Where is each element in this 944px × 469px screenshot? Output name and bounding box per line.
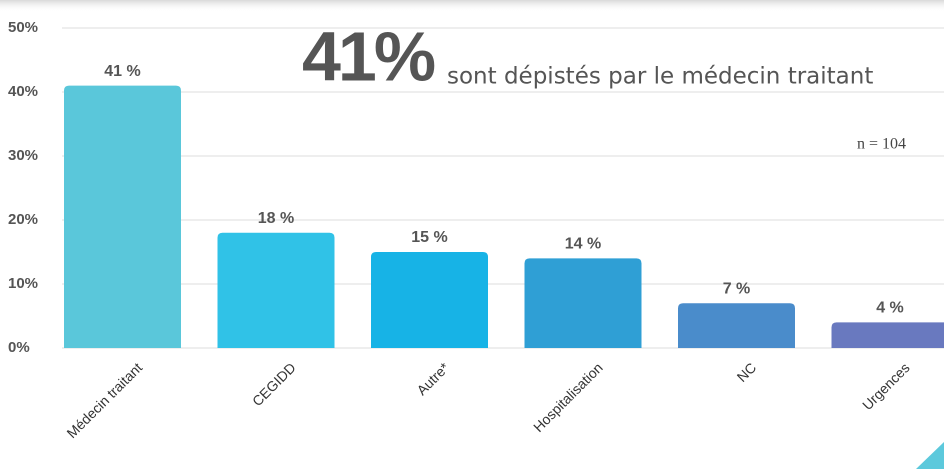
data-label: 41 %	[104, 63, 140, 80]
x-tick-label: CEGIDD	[249, 359, 299, 409]
bar	[524, 258, 642, 348]
top-shade	[0, 0, 944, 12]
y-tick-label: 30%	[8, 147, 38, 164]
data-label: 18 %	[258, 210, 294, 227]
y-tick-label: 50%	[8, 19, 38, 36]
sample-size: n = 104	[857, 136, 906, 153]
x-tick-label: Urgences	[859, 359, 913, 413]
corner-decoration	[916, 442, 944, 469]
y-tick-label: 10%	[8, 275, 38, 292]
x-tick-label: Médecin traitant	[63, 359, 145, 441]
bar	[831, 322, 944, 348]
x-tick-label: NC	[734, 359, 760, 385]
data-label: 7 %	[723, 280, 751, 297]
bar	[678, 303, 795, 348]
headline-text: sont dépistés par le médecin traitant	[447, 64, 873, 90]
x-tick-label: Autre*	[413, 359, 452, 398]
y-tick-label: 40%	[8, 83, 38, 100]
bar	[217, 232, 335, 348]
bar	[64, 85, 181, 348]
bar	[371, 252, 488, 348]
data-label: 15 %	[411, 229, 447, 246]
data-label: 4 %	[876, 300, 904, 317]
headline: 41%	[302, 17, 435, 95]
y-tick-label: 20%	[8, 211, 38, 228]
y-tick-label: 0%	[8, 339, 30, 356]
data-label: 14 %	[565, 236, 601, 253]
x-tick-label: Hospitalisation	[530, 359, 606, 435]
